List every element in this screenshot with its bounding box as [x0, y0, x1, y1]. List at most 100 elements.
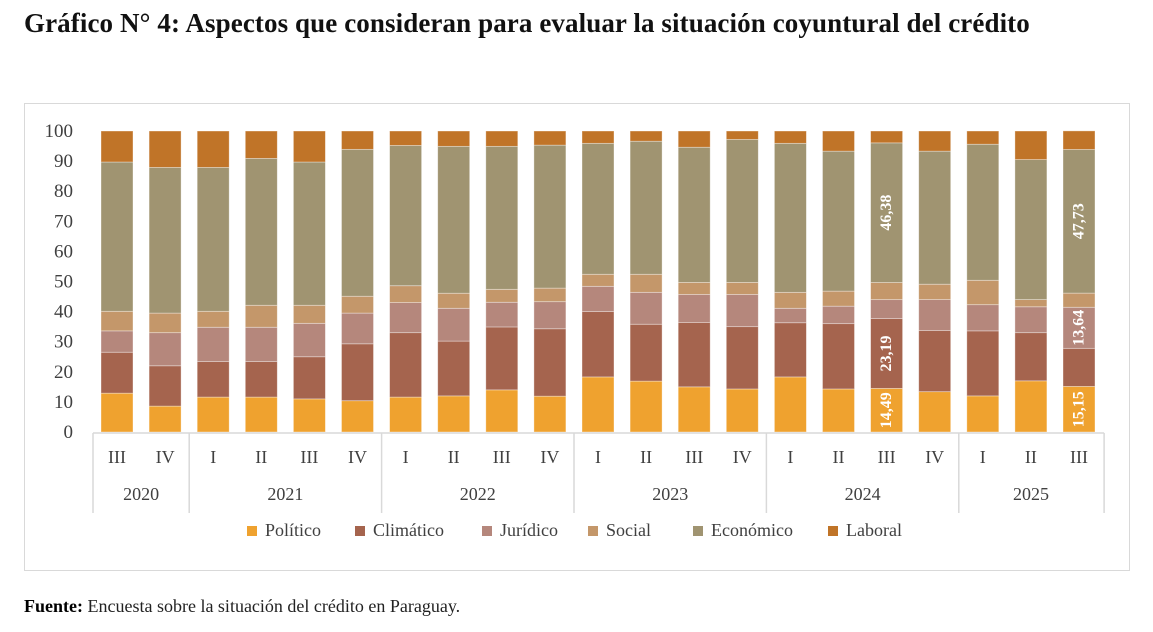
legend-label: Político: [265, 520, 321, 540]
y-tick-label: 40: [54, 302, 73, 323]
bar-segment-social: [196, 310, 230, 328]
x-tick-label-quarter: II: [640, 447, 652, 467]
bar-segment-juridico: [581, 285, 615, 312]
bar-segment-social: [966, 279, 1000, 306]
x-tick-label-quarter: II: [1025, 447, 1037, 467]
bar-segment-economico: [774, 142, 807, 293]
x-tick-label-year: 2022: [460, 484, 496, 504]
x-tick-label-quarter: I: [210, 447, 216, 467]
x-tick-label-quarter: II: [833, 447, 845, 467]
bar-segment-juridico: [966, 304, 1000, 332]
bar-segment-social: [1062, 292, 1096, 308]
bar-segment-social: [629, 273, 663, 293]
legend-label: Social: [606, 520, 651, 540]
bar-segment-politico: [292, 398, 326, 433]
y-tick-label: 30: [54, 332, 73, 353]
bar-segment-climatico: [437, 340, 471, 397]
x-tick-label-quarter: III: [685, 447, 703, 467]
bar-segment-laboral: [1014, 130, 1048, 160]
x-tick-label-quarter: IV: [348, 447, 367, 467]
bar-segment-laboral: [677, 130, 711, 148]
x-tick-label-quarter: I: [403, 447, 409, 467]
data-label: 46,38: [878, 195, 895, 231]
bar-segment-politico: [677, 386, 711, 433]
bar-segment-politico: [100, 392, 134, 433]
bar-segment-laboral: [533, 130, 567, 146]
legend-swatch: [693, 526, 703, 536]
bar-segment-laboral: [292, 130, 326, 163]
x-tick-label-year: 2020: [123, 484, 159, 504]
y-tick-label: 60: [54, 241, 73, 262]
bar-segment-juridico: [341, 312, 374, 345]
bar-segment-climatico: [918, 330, 952, 393]
bar-segment-juridico: [822, 305, 855, 325]
x-tick-label-quarter: III: [300, 447, 318, 467]
bar-segment-politico: [485, 389, 519, 433]
source-label: Fuente:: [24, 596, 83, 616]
x-tick-label-year: 2024: [845, 484, 881, 504]
bar-segment-social: [725, 282, 759, 295]
bar-segment-climatico: [822, 323, 855, 390]
legend-label: Climático: [373, 520, 444, 540]
y-tick-label: 0: [64, 422, 74, 443]
y-tick-label: 90: [54, 151, 73, 172]
bar-segment-economico: [1062, 149, 1096, 294]
bar-segment-economico: [389, 145, 423, 287]
bar-segment-laboral: [725, 130, 759, 140]
bar-segment-laboral: [966, 130, 1000, 145]
bar-segment-climatico: [485, 326, 519, 391]
bar-segment-politico: [966, 395, 1000, 433]
bar-segment-social: [1014, 299, 1048, 308]
x-tick-label-quarter: II: [255, 447, 267, 467]
bar-segment-politico: [437, 395, 471, 433]
x-tick-label-year: 2023: [652, 484, 688, 504]
bar-segment-politico: [774, 376, 807, 433]
bar-segment-politico: [341, 400, 374, 433]
bar-segment-climatico: [725, 326, 759, 390]
bar-segment-laboral: [629, 130, 663, 142]
data-label: 47,73: [1071, 203, 1088, 239]
bar-segment-laboral: [244, 130, 278, 159]
y-tick-label: 80: [54, 181, 73, 202]
x-tick-label-quarter: IV: [156, 447, 175, 467]
bar-segment-economico: [148, 167, 182, 314]
x-tick-label-quarter: I: [980, 447, 986, 467]
bar-segment-economico: [581, 142, 615, 275]
bar-segment-climatico: [774, 322, 807, 378]
bar-segment-climatico: [533, 328, 567, 397]
bar-segment-economico: [437, 145, 471, 294]
bar-segment-climatico: [1014, 332, 1048, 382]
x-tick-label-quarter: I: [595, 447, 601, 467]
bar-segment-politico: [148, 405, 182, 433]
bar-segment-politico: [581, 376, 615, 433]
x-tick-label-year: 2021: [267, 484, 303, 504]
data-label: 15,15: [1071, 391, 1088, 427]
x-tick-label-quarter: I: [787, 447, 793, 467]
bar-segment-juridico: [244, 326, 278, 362]
bar-segment-laboral: [437, 130, 471, 147]
bar-segment-social: [485, 288, 519, 303]
bar-segment-juridico: [918, 299, 952, 331]
bar-segment-politico: [725, 388, 759, 433]
legend-swatch: [355, 526, 365, 536]
x-tick-label-quarter: III: [878, 447, 896, 467]
bar-segment-politico: [870, 387, 903, 433]
bar-segment-laboral: [485, 130, 519, 147]
bar-segment-economico: [677, 146, 711, 283]
x-tick-label-quarter: III: [1070, 447, 1088, 467]
x-tick-label-quarter: IV: [733, 447, 752, 467]
y-tick-label: 70: [54, 211, 73, 232]
bar-segment-social: [581, 273, 615, 287]
bar-segment-social: [244, 304, 278, 328]
y-tick-label: 50: [54, 272, 73, 293]
bar-segment-social: [533, 287, 567, 303]
stacked-bar-chart: 0 10 20 30 40 50 60 70 80 90 100 14,49 23,19 46,38 15,…: [45, 121, 1105, 540]
bar-segment-laboral: [100, 130, 134, 163]
bar-segment-climatico: [581, 311, 615, 378]
bar-segment-economico: [341, 148, 374, 297]
bar-segment-laboral: [870, 130, 903, 144]
source-note: Fuente: Encuesta sobre la situación del …: [24, 596, 460, 617]
bar-segment-climatico: [148, 365, 182, 407]
legend-swatch: [247, 526, 257, 536]
legend-swatch: [588, 526, 598, 536]
